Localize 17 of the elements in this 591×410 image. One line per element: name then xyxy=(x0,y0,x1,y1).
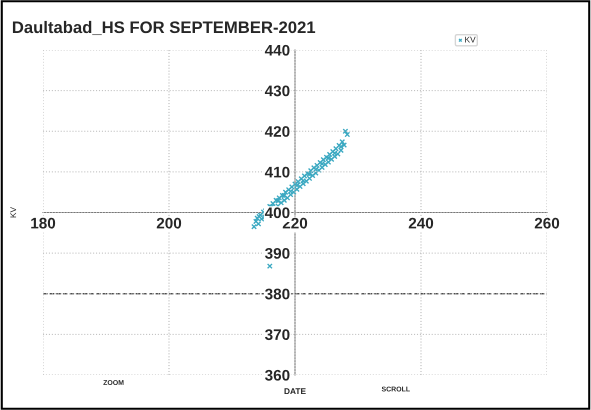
y-axis-title: KV xyxy=(10,206,16,218)
x-tick-label: 180 xyxy=(31,218,56,229)
y-tick-label: 420 xyxy=(264,126,290,137)
x-tick-label: 200 xyxy=(156,218,182,229)
x-axis-title: DATE xyxy=(284,388,306,394)
y-tick-label: 390 xyxy=(265,248,290,259)
y-tick-label: 440 xyxy=(264,44,290,56)
legend-label: KV xyxy=(465,36,476,42)
y-tick-label: 410 xyxy=(264,166,290,178)
y-tick-label: 370 xyxy=(265,329,290,340)
y-tick-label: 360 xyxy=(265,370,290,381)
x-tick-label: 260 xyxy=(534,218,560,229)
y-tick-label: 400 xyxy=(264,207,290,218)
y-tick-label: 430 xyxy=(264,85,290,96)
x-tick-label: 240 xyxy=(408,218,434,229)
chart-title: Daultabad_HS FOR SEPTEMBER-2021 xyxy=(12,20,316,36)
y-tick-label: 380 xyxy=(265,288,290,300)
